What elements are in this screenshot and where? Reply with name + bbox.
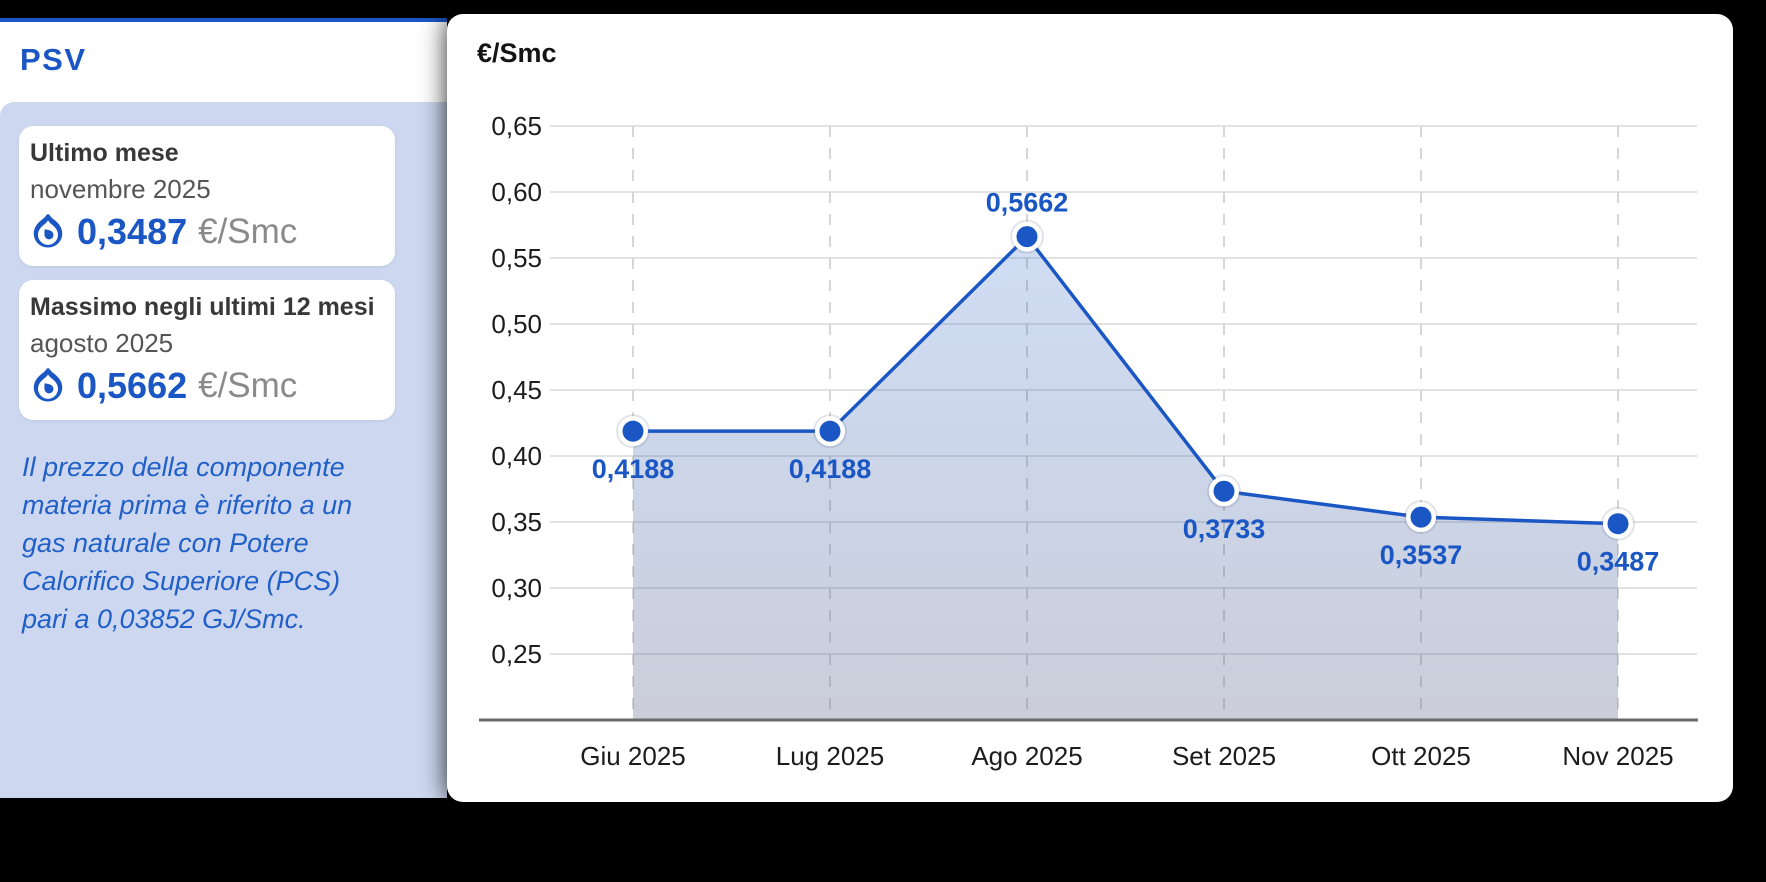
data-point-Ott-2025[interactable] bbox=[1404, 500, 1438, 535]
stat-value-row: 0,5662 €/Smc bbox=[30, 365, 385, 407]
data-label: 0,3487 bbox=[1577, 547, 1660, 577]
x-axis-label: Set 2025 bbox=[1172, 741, 1276, 771]
psv-line-chart: 0,25 0,30 0,35 0,40 0,45 0,50 0,55 0,60 0,65 Giu … bbox=[479, 111, 1698, 771]
stat-value-row: 0,3487 €/Smc bbox=[30, 211, 385, 253]
page-title: PSV bbox=[20, 42, 87, 77]
y-tick-label: 0,30 bbox=[491, 573, 542, 603]
data-point-Giu-2025[interactable] bbox=[616, 414, 650, 449]
pcs-note-line: gas naturale con Potere bbox=[22, 528, 309, 558]
y-tick-label: 0,35 bbox=[491, 507, 542, 537]
y-tick-label: 0,50 bbox=[491, 309, 542, 339]
x-axis-label: Nov 2025 bbox=[1562, 741, 1673, 771]
flame-icon bbox=[30, 365, 66, 407]
data-label: 0,5662 bbox=[986, 188, 1069, 218]
data-label: 0,4188 bbox=[592, 454, 675, 484]
pcs-note-line: materia prima è riferito a un bbox=[22, 490, 353, 520]
pcs-note-line: Calorifico Superiore (PCS) bbox=[22, 566, 341, 596]
flame-icon bbox=[30, 211, 66, 253]
stat-card-date: agosto 2025 bbox=[30, 328, 174, 358]
y-tick-label: 0,25 bbox=[491, 639, 542, 669]
stat-unit: €/Smc bbox=[198, 212, 298, 251]
y-tick-label: 0,40 bbox=[491, 441, 542, 471]
y-tick-label: 0,55 bbox=[491, 243, 542, 273]
data-point-Lug-2025[interactable] bbox=[813, 414, 847, 449]
y-tick-label: 0,60 bbox=[491, 177, 542, 207]
stat-card-latest-month: Ultimo mese novembre 2025 0,3487 €/Smc bbox=[19, 126, 395, 266]
y-tick-label: 0,45 bbox=[491, 375, 542, 405]
marker-dot bbox=[1016, 226, 1038, 248]
series-area-fill bbox=[633, 236, 1618, 720]
x-axis-label: Ago 2025 bbox=[971, 741, 1082, 771]
pcs-note: Il prezzo della componente materia prima… bbox=[19, 448, 447, 638]
data-label: 0,3537 bbox=[1380, 540, 1463, 570]
psv-sidebar: PSV Ultimo mese novembre 2025 0,3487 €/S… bbox=[0, 18, 447, 798]
series-line bbox=[633, 234, 1619, 526]
stat-value: 0,5662 bbox=[77, 365, 188, 406]
chart-card: €/Smc 0,25 0,30 0,35 0,40 0,45 0,50 0,55 0,60 0,… bbox=[447, 14, 1733, 802]
pcs-note-line: pari a 0,03852 GJ/Smc. bbox=[22, 604, 306, 634]
marker-dot bbox=[1213, 480, 1235, 502]
data-label: 0,4188 bbox=[789, 454, 872, 484]
x-axis-label: Giu 2025 bbox=[580, 741, 686, 771]
x-axis-label: Ott 2025 bbox=[1371, 741, 1471, 771]
pcs-note-line: Il prezzo della componente bbox=[22, 452, 345, 482]
x-axis-label: Lug 2025 bbox=[776, 741, 884, 771]
data-point-Nov-2025[interactable] bbox=[1601, 506, 1635, 541]
stats-panel: Ultimo mese novembre 2025 0,3487 €/Smc M… bbox=[0, 102, 447, 798]
stat-card-date: novembre 2025 bbox=[30, 174, 211, 204]
stat-unit: €/Smc bbox=[198, 366, 298, 405]
marker-dot bbox=[1607, 513, 1629, 535]
stat-card-12month-max: Massimo negli ultimi 12 mesi agosto 2025… bbox=[19, 280, 395, 420]
data-point-Set-2025[interactable] bbox=[1207, 474, 1241, 509]
chart-unit-label: €/Smc bbox=[477, 38, 557, 68]
data-point-Ago-2025[interactable] bbox=[1010, 219, 1044, 254]
stat-value: 0,3487 bbox=[77, 211, 188, 252]
marker-dot bbox=[622, 420, 644, 442]
y-tick-label: 0,65 bbox=[491, 111, 542, 141]
stat-card-title: Ultimo mese bbox=[30, 139, 179, 167]
stat-card-title: Massimo negli ultimi 12 mesi bbox=[30, 293, 375, 321]
sidebar-header: PSV bbox=[0, 22, 447, 98]
data-label: 0,3733 bbox=[1183, 514, 1266, 544]
marker-dot bbox=[1410, 506, 1432, 528]
marker-dot bbox=[819, 420, 841, 442]
